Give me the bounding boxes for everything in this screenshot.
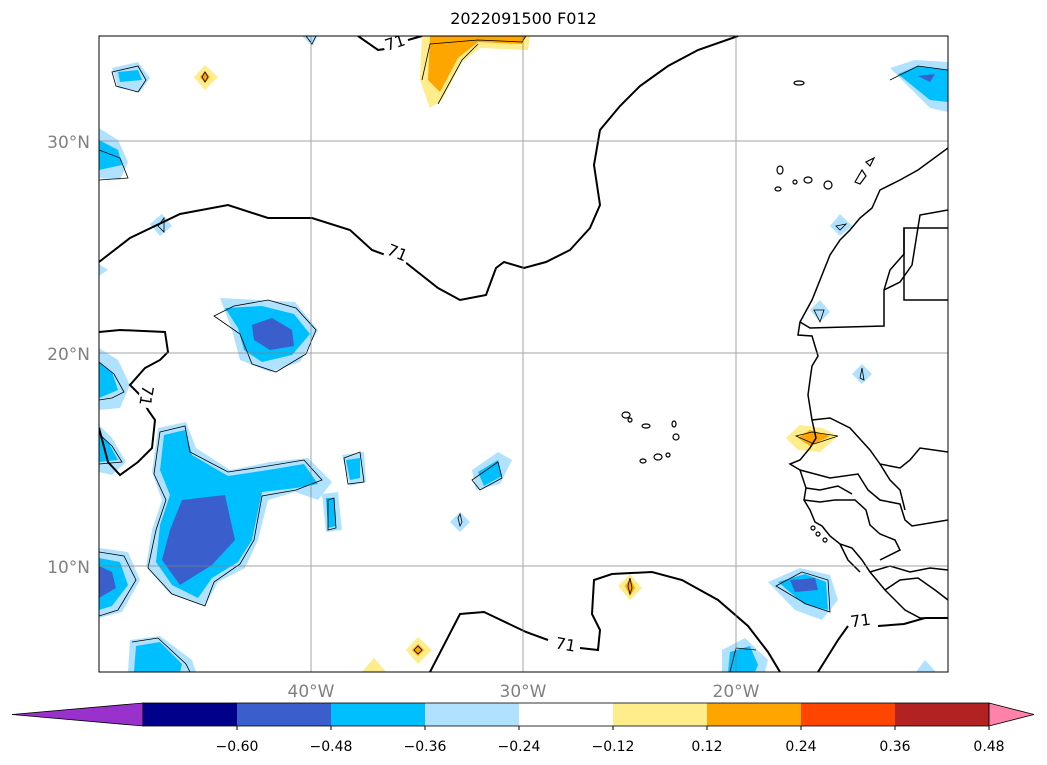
lat-labels: 30°N 20°N 10°N [47, 133, 90, 578]
lon-label-20w: 20°W [713, 682, 760, 702]
colorbar-outline [142, 702, 990, 727]
lon-label-30w: 30°W [500, 682, 547, 702]
colorbar-tick-label: 0.24 [785, 739, 816, 755]
colorbar-tick-label: −0.48 [310, 739, 353, 755]
contour-label: 71 [554, 633, 577, 655]
plot-title: 2022091500 F012 [450, 9, 597, 28]
map-area: 71 71 71 71 71 [99, 30, 948, 672]
colorbar-tick-label: 0.36 [879, 739, 910, 755]
colorbar-tick-label: −0.12 [592, 739, 635, 755]
colorbar-cell [801, 703, 896, 726]
lon-labels: 40°W 30°W 20°W [288, 682, 760, 702]
coastlines [788, 147, 948, 619]
colorbar-cell [331, 703, 426, 726]
colorbar-cell [707, 703, 802, 726]
colorbar-cell [613, 703, 708, 726]
map-frame [98, 35, 949, 673]
colorbar-tick-label: −0.36 [404, 739, 447, 755]
colorbar-cell [237, 703, 332, 726]
contour-71-lines [99, 36, 948, 672]
colorbar-cell [425, 703, 520, 726]
colorbar-cell [895, 703, 990, 726]
contour-label: 71 [382, 30, 407, 54]
colorbar-cell [519, 703, 614, 726]
colorbar-extend-high [988, 702, 1035, 727]
colorbar-tick-label: 0.48 [973, 739, 1004, 755]
lat-label-30n: 30°N [47, 133, 90, 153]
colorbar: −0.60 −0.48 −0.36 −0.24 −0.12 0.12 0.24 0.36 0.4… [11, 702, 1035, 755]
contour-labels: 71 71 71 71 71 [135, 30, 874, 656]
lat-label-10n: 10°N [47, 558, 90, 578]
colorbar-tick-label: 0.12 [691, 739, 722, 755]
contour-label: 71 [849, 610, 872, 632]
colorbar-tick-label: −0.24 [498, 739, 541, 755]
colorbar-cell [143, 703, 238, 726]
colorbar-extend-low [11, 702, 144, 727]
islands [621, 80, 876, 543]
gridlines [99, 36, 948, 672]
negative-anomaly-patches [99, 36, 948, 672]
contour-label: 71 [135, 384, 157, 407]
colorbar-tick-label: −0.60 [216, 739, 259, 755]
positive-anomaly-patches [194, 36, 838, 672]
lon-label-40w: 40°W [288, 682, 335, 702]
lat-label-20n: 20°N [47, 345, 90, 365]
anomaly-outlines [99, 36, 948, 672]
